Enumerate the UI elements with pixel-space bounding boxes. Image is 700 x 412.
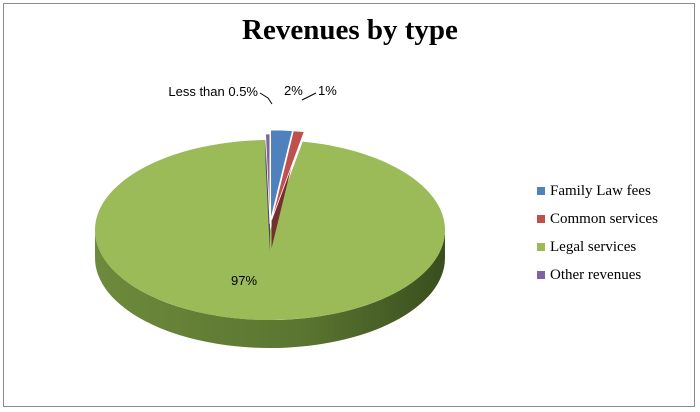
legend-item: Legal services [537, 233, 658, 261]
legend: Family Law fees Common services Legal serv… [537, 177, 658, 289]
pie-slice-family-law-fees [270, 129, 293, 221]
legend-item: Other revenues [537, 261, 658, 289]
legend-label: Legal services [550, 238, 637, 255]
legend-label: Common services [550, 210, 658, 227]
data-label-other-revenues: Less than 0.5% [168, 84, 258, 99]
pie-slice-common-services [271, 130, 305, 249]
chart-title: Revenues by type [242, 14, 458, 46]
legend-swatch [537, 271, 545, 279]
pie-slice-top [94, 140, 445, 320]
legend-swatch [537, 187, 545, 195]
legend-item: Family Law fees [537, 177, 658, 205]
legend-label: Other revenues [550, 266, 642, 283]
pie-slice-other-revenues [265, 133, 271, 253]
legend-item: Common services [537, 205, 658, 233]
pie-slice-top [271, 130, 305, 221]
pie-slice-legal-services [94, 140, 445, 348]
legend-swatch [537, 243, 545, 251]
legend-label: Family Law fees [550, 182, 651, 199]
pie-slice-side [95, 230, 445, 348]
leader-line [259, 92, 273, 105]
data-label-legal-services: 97% [231, 273, 257, 288]
pie-slice-top [265, 133, 271, 225]
pie-slice-top [270, 129, 293, 221]
legend-swatch [537, 215, 545, 223]
data-label-common-services: 1% [318, 83, 337, 98]
data-label-family-law-fees: 2% [284, 83, 303, 98]
leader-line [301, 92, 317, 101]
